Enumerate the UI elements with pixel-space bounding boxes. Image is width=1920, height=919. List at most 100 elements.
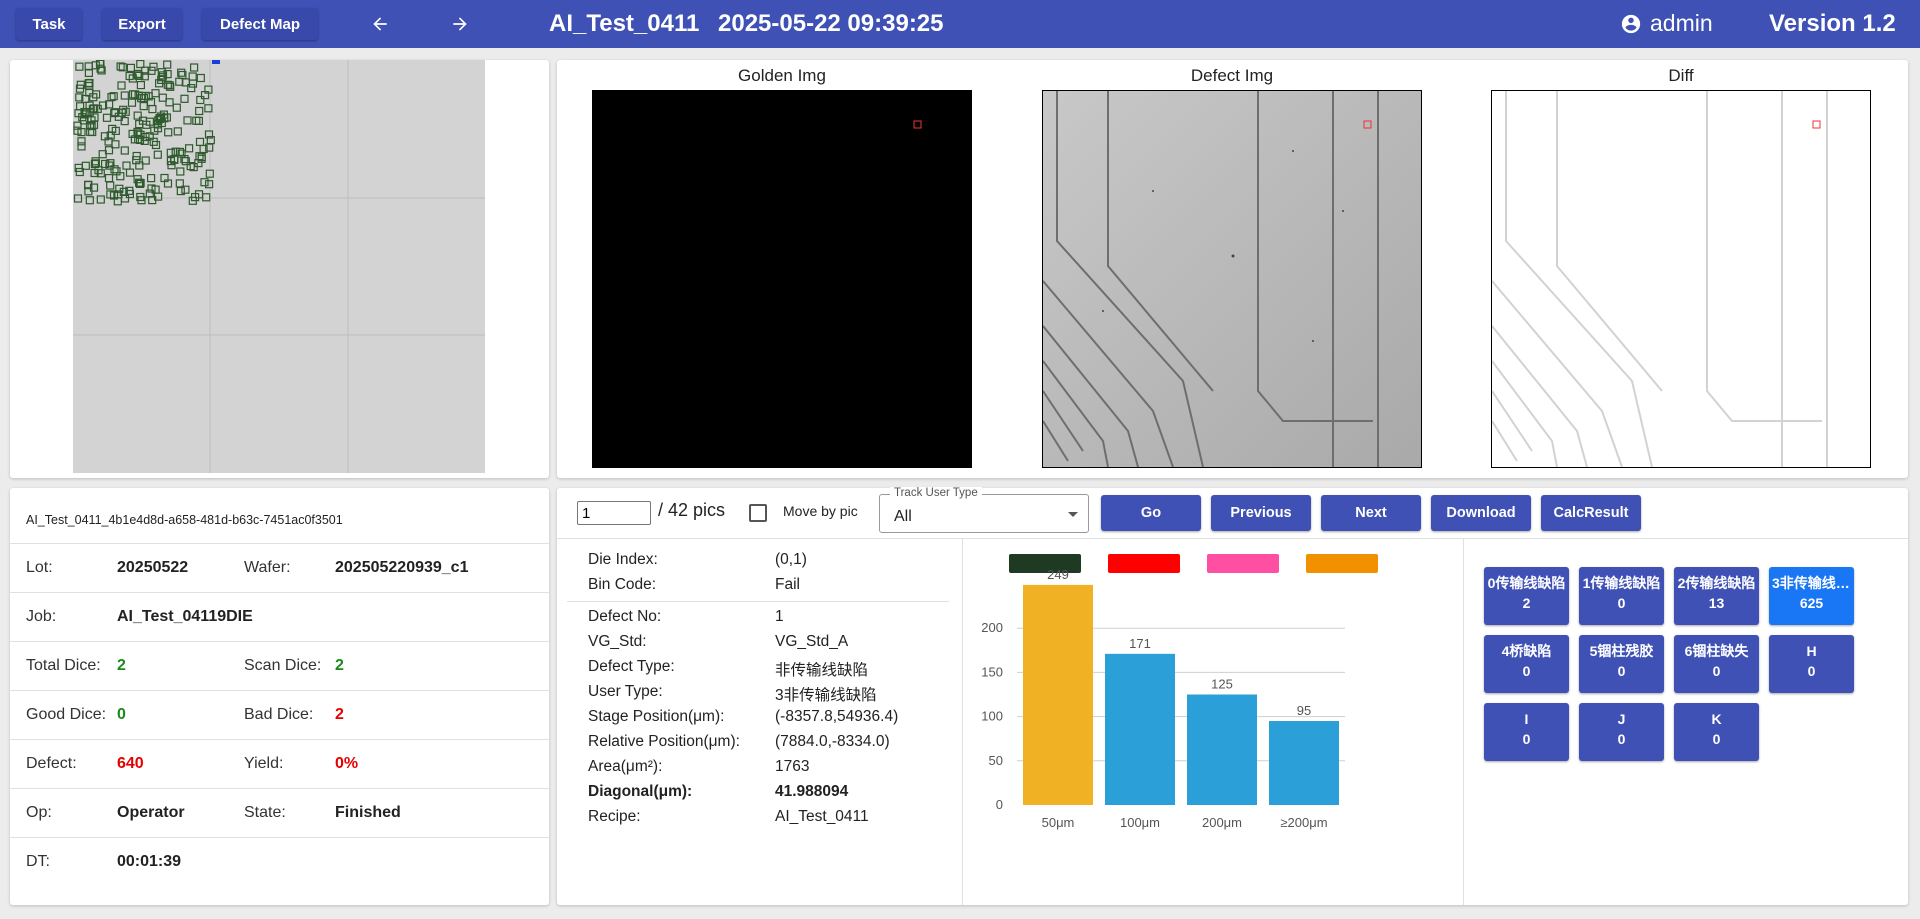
defect-marker [81,161,90,170]
back-button[interactable] [360,8,400,40]
info-row-lot: Lot: 20250522 Wafer: 202505220939_c1 [10,543,549,592]
forward-button[interactable] [440,8,480,40]
divider [567,601,949,602]
detail-row-diagonal: Diagonal(μm): 41.988094 [567,780,949,805]
defect-review-panel: / 42 pics Move by pic Track User Type Al… [557,487,1908,905]
wafer-map[interactable] [73,59,485,473]
detail-row-bin-code: Bin Code: Fail [567,573,949,598]
bar-value-label: 125 [1211,677,1233,692]
defect-marker [92,90,101,99]
scan-id: AI_Test_0411_4b1e4d8d-a658-481d-b63c-745… [26,513,343,527]
user-menu[interactable]: admin [1620,10,1713,37]
legend-swatch[interactable] [1207,554,1279,573]
job-value: AI_Test_04119DIE [117,608,253,625]
defect-marker [75,93,84,102]
defect-marker [137,196,146,205]
defect-marker [141,156,150,165]
category-count: 0 [1522,731,1531,747]
detail-row-defect-no: Defect No: 1 [567,605,949,630]
move-by-pic-label: Move by pic [783,503,858,519]
defect-marker [119,105,128,114]
calcresult-button[interactable]: CalcResult [1541,495,1641,531]
defect-type-label: Defect Type: [588,658,675,675]
defect-marker [158,93,167,102]
image-compare-panel: Golden Img Defect Img [557,60,1908,478]
defect-marker [189,63,199,72]
bar[interactable] [1023,584,1093,805]
y-tick-label: 50 [989,753,1003,768]
defect-marker [151,140,161,150]
user-name: admin [1650,10,1713,36]
wafer-map-panel [10,59,549,478]
vg-std-value: VG_Std_A [775,633,849,650]
defect-marker [122,161,131,170]
defect-marker [136,130,145,139]
move-by-pic-checkbox[interactable] [749,504,767,522]
category-button[interactable]: 2传输线缺陷 13 [1674,567,1759,625]
golden-image[interactable] [592,90,972,468]
y-tick-label: 0 [996,797,1003,812]
defect-marker [142,120,151,129]
defect-marker [125,168,135,177]
version-label: Version 1.2 [1769,10,1896,37]
download-button[interactable]: Download [1431,495,1531,531]
defect-marker [77,137,86,146]
yield-label: Yield: [244,755,284,772]
defect-roi-marker [1363,120,1372,129]
defect-marker [132,156,141,165]
area-label: Area(μm²): [588,758,663,775]
legend-swatch[interactable] [1108,554,1180,573]
defect-image[interactable] [1042,90,1422,468]
category-button[interactable]: 5锢柱残胶 0 [1579,635,1664,693]
defect-marker [93,104,102,114]
legend-swatch[interactable] [1306,554,1378,573]
defect-marker [120,116,129,126]
export-button[interactable]: Export [102,8,182,40]
defect-image-title: Defect Img [1190,66,1274,85]
bar[interactable] [1187,694,1257,806]
detail-row-area: Area(μm²): 1763 [567,755,949,780]
diff-image-canvas [1492,91,1828,467]
user-type-label: User Type: [588,683,663,700]
bar[interactable] [1269,721,1339,805]
x-tick-label: 200μm [1202,815,1242,830]
bar[interactable] [1105,653,1175,805]
go-button[interactable]: Go [1101,495,1201,531]
wafer-map-canvas [73,59,485,473]
category-button[interactable]: 6锢柱缺失 0 [1674,635,1759,693]
defect-marker [73,194,83,203]
page-number-input[interactable] [577,501,651,525]
track-user-type-value: All [894,508,912,525]
info-row-good-bad: Good Dice: 0 Bad Dice: 2 [10,690,549,739]
defect-marker [196,73,205,83]
defect-marker [84,68,93,77]
op-value: Operator [117,804,185,821]
category-button[interactable]: 3非传输线缺陷 625 [1769,567,1854,625]
track-user-type-select[interactable]: Track User Type All [879,487,1089,533]
next-button[interactable]: Next [1321,495,1421,531]
defect-marker [145,189,154,198]
diff-image[interactable] [1491,90,1871,468]
previous-button[interactable]: Previous [1211,495,1311,531]
defect-map-button[interactable]: Defect Map [202,8,318,40]
recipe-value: AI_Test_0411 [775,808,869,825]
defect-marker [91,157,100,166]
defect-marker [180,94,189,103]
detail-row-vg-std: VG_Std: VG_Std_A [567,630,949,655]
scan-dice-value: 2 [335,657,344,674]
defect-marker [118,63,127,72]
category-button[interactable]: 0传输线缺陷 2 [1484,567,1569,625]
legend-swatch[interactable] [1009,554,1081,573]
category-button[interactable]: 4桥缺陷 0 [1484,635,1569,693]
task-button[interactable]: Task [16,8,82,40]
category-button[interactable]: 1传输线缺陷 0 [1579,567,1664,625]
info-row-op-state: Op: Operator State: Finished [10,788,549,837]
defect-marker [106,190,115,199]
defect-marker [104,137,113,146]
defect-marker [134,135,143,144]
defect-marker [177,68,186,77]
